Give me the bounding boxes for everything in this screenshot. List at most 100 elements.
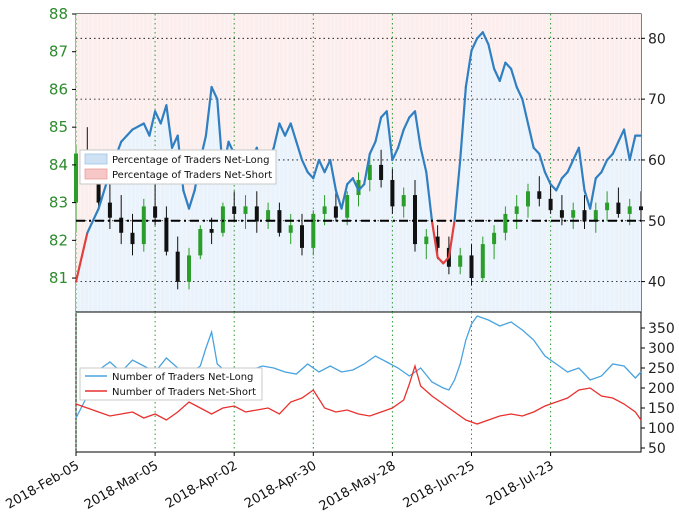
date-tick-label: 2018-Feb-05: [3, 458, 82, 512]
candle-body: [526, 191, 530, 207]
candle-body: [390, 179, 395, 207]
candle-body: [345, 195, 350, 218]
sentiment-line-segment: [628, 134, 637, 162]
candle-body: [107, 202, 112, 218]
trader-count-panel: 50 100 150 200 250 300 350 Number of Traders N…: [75, 311, 675, 457]
sentiment-line-segment: [385, 110, 394, 162]
sentiment-line-segment: [566, 158, 575, 174]
candle-body: [141, 206, 146, 245]
sentiment-line-segment: [148, 110, 157, 137]
candle-body: [311, 213, 316, 248]
candle-body: [559, 210, 564, 218]
candle-body: [582, 210, 587, 222]
sentiment-line-segment: [594, 171, 603, 180]
sentiment-line-segment: [351, 177, 360, 192]
sentiment-line-segment: [272, 122, 281, 149]
sentiment-line-segment: [430, 219, 439, 259]
sentiment-line-segment: [583, 189, 592, 210]
count-tick-label: 100: [648, 421, 675, 437]
candle-body: [119, 217, 124, 233]
price-tick-label: 86: [49, 80, 68, 98]
sentiment-line-segment: [555, 177, 564, 192]
sentiment-line-segment: [515, 85, 524, 101]
percent-tick-label: 60: [648, 153, 666, 169]
candle-body: [322, 206, 327, 214]
sentiment-line-segment: [368, 140, 377, 155]
sentiment-line-segment: [605, 152, 614, 162]
sentiment-line-segment: [204, 85, 213, 137]
sentiment-line-segment: [340, 183, 349, 210]
top-legend: Percentage of Traders Net-Long Percentag…: [79, 149, 277, 185]
sentiment-line-segment: [402, 116, 411, 131]
sentiment-line-segment: [538, 152, 547, 174]
date-tick-label: 2018-Apr-30: [242, 458, 319, 511]
sentiment-line-segment: [278, 122, 287, 137]
date-tick-label: 2018-Mar-05: [82, 458, 161, 512]
sentiment-line-segment: [391, 146, 400, 162]
sentiment-line-segment: [306, 171, 315, 180]
candle-body: [74, 153, 78, 203]
sentiment-line-segment: [611, 140, 620, 155]
count-axis: 50 100 150 200 250 300 350: [641, 321, 675, 457]
candle-body: [130, 232, 135, 245]
sentiment-line-segment: [300, 158, 309, 174]
price-tick-label: 85: [49, 118, 68, 136]
percent-tick-label: 40: [648, 275, 666, 291]
sentiment-line-segment: [363, 152, 371, 186]
sentiment-line-segment: [210, 85, 219, 101]
sentiment-line-segment: [357, 183, 366, 192]
date-tick-label: 2018-May-28: [317, 458, 399, 512]
candle-body: [232, 206, 237, 214]
sentiment-line-segment: [560, 171, 569, 180]
sentiment-line-segment: [577, 146, 586, 192]
legend-swatch-net-long: [84, 153, 108, 165]
count-tick-label: 250: [648, 361, 675, 377]
legend-label-count-short: Number of Traders Net-Short: [112, 387, 256, 398]
candle-body: [469, 255, 474, 279]
sentiment-line-segment: [334, 189, 343, 210]
legend-label-net-long: Percentage of Traders Net-Long: [112, 155, 270, 166]
sentiment-line-segment: [532, 146, 541, 155]
candle-body: [548, 198, 553, 211]
legend-swatch-net-short: [84, 168, 108, 180]
sentiment-line-segment: [470, 37, 479, 52]
date-tick-label: 2018-Jun-25: [401, 458, 478, 511]
candle-body: [413, 195, 417, 245]
candle-body: [164, 217, 169, 252]
price-tick-label: 87: [49, 43, 68, 61]
candle-body: [616, 202, 621, 214]
candle-body: [379, 164, 384, 180]
count-net-short-line: [75, 363, 642, 425]
bottom-grid: [75, 312, 552, 452]
sentiment-line-segment: [289, 122, 298, 143]
price-tick-label: 83: [49, 194, 68, 212]
candle-body: [367, 164, 372, 180]
candle-body: [356, 179, 361, 196]
sentiment-line-segment: [464, 49, 473, 89]
sentiment-line-segment: [323, 158, 332, 174]
percent-tick-label: 80: [648, 31, 666, 47]
sentiment-line-segment: [589, 177, 597, 210]
sentiment-line-segment: [481, 31, 490, 46]
sentiment-line-segment: [442, 256, 450, 265]
price-tick-label: 82: [49, 231, 68, 249]
bottom-legend-box: [79, 367, 263, 401]
sentiment-line-segment: [453, 158, 462, 222]
percent-tick-label: 50: [648, 214, 666, 230]
bottom-legend: Number of Traders Net-Long Number of Tra…: [79, 367, 263, 401]
count-tick-label: 200: [648, 381, 675, 397]
sentiment-line-segment: [549, 183, 558, 192]
sentiment-line-segment: [600, 158, 609, 174]
price-tick-label: 84: [49, 156, 68, 174]
candle-body: [503, 213, 508, 233]
count-tick-label: 350: [648, 321, 675, 337]
sentiment-line-segment: [493, 67, 501, 82]
candle-body: [266, 210, 271, 222]
date-tick-label: 2018-Jul-23: [484, 458, 557, 509]
candle-body: [175, 251, 180, 282]
sentiment-line-segment: [487, 43, 496, 70]
sentiment-line-segment: [617, 128, 626, 143]
sentiment-line-segment: [329, 158, 337, 192]
sentiment-line-segment: [165, 104, 174, 149]
